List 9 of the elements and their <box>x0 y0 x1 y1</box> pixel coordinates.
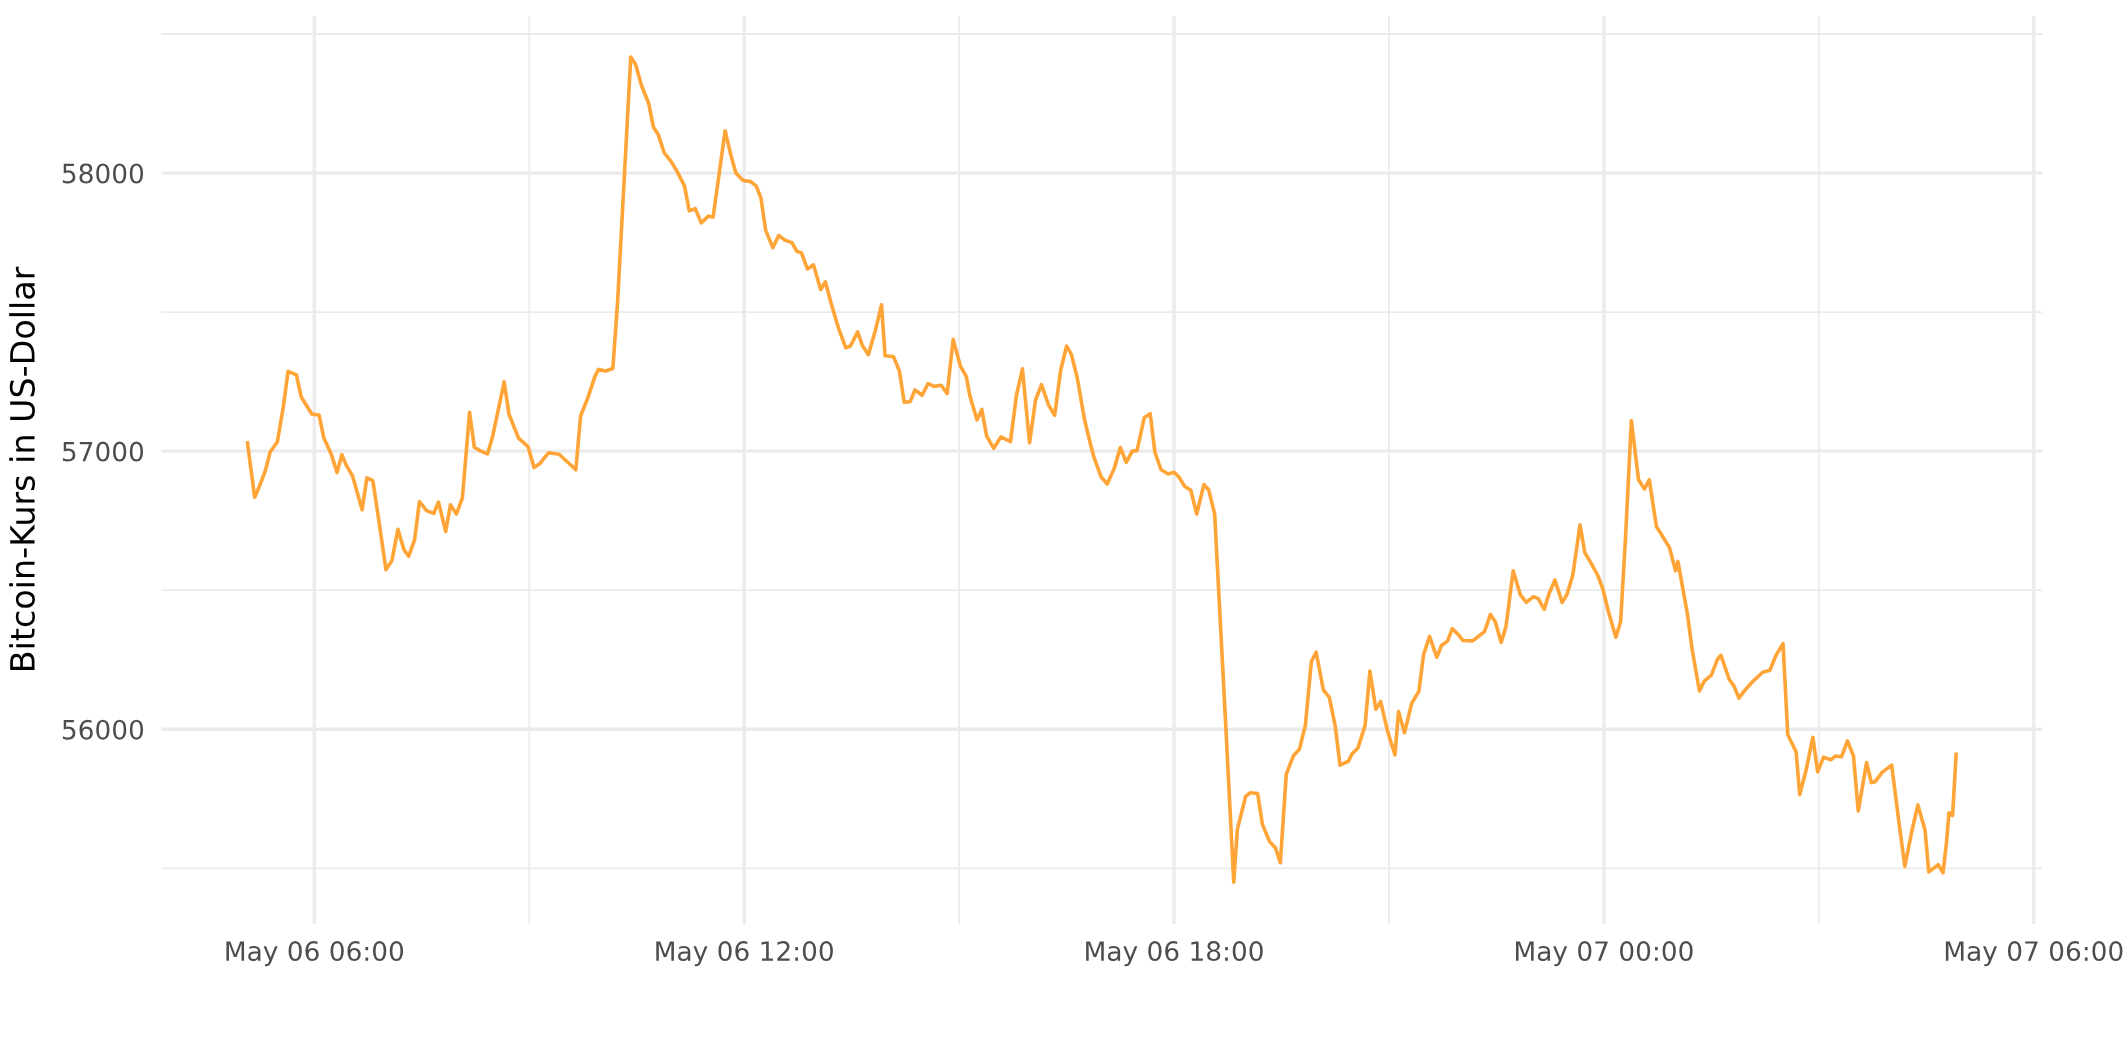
x-tick-label: May 07 00:00 <box>1516 941 1693 967</box>
x-tick-label: May 06 18:00 <box>1086 941 1263 967</box>
y-tick-label: 56000 <box>62 719 144 740</box>
x-tick-label: May 06 12:00 <box>656 941 833 967</box>
y-tick-label: 57000 <box>62 441 144 462</box>
x-tick-label: May 07 06:00 <box>1945 941 2123 967</box>
y-axis-title: Bitcoin-Kurs in US-Dollar <box>9 266 35 670</box>
y-tick-label: 58000 <box>62 163 144 184</box>
x-tick-label: May 06 06:00 <box>226 941 404 967</box>
